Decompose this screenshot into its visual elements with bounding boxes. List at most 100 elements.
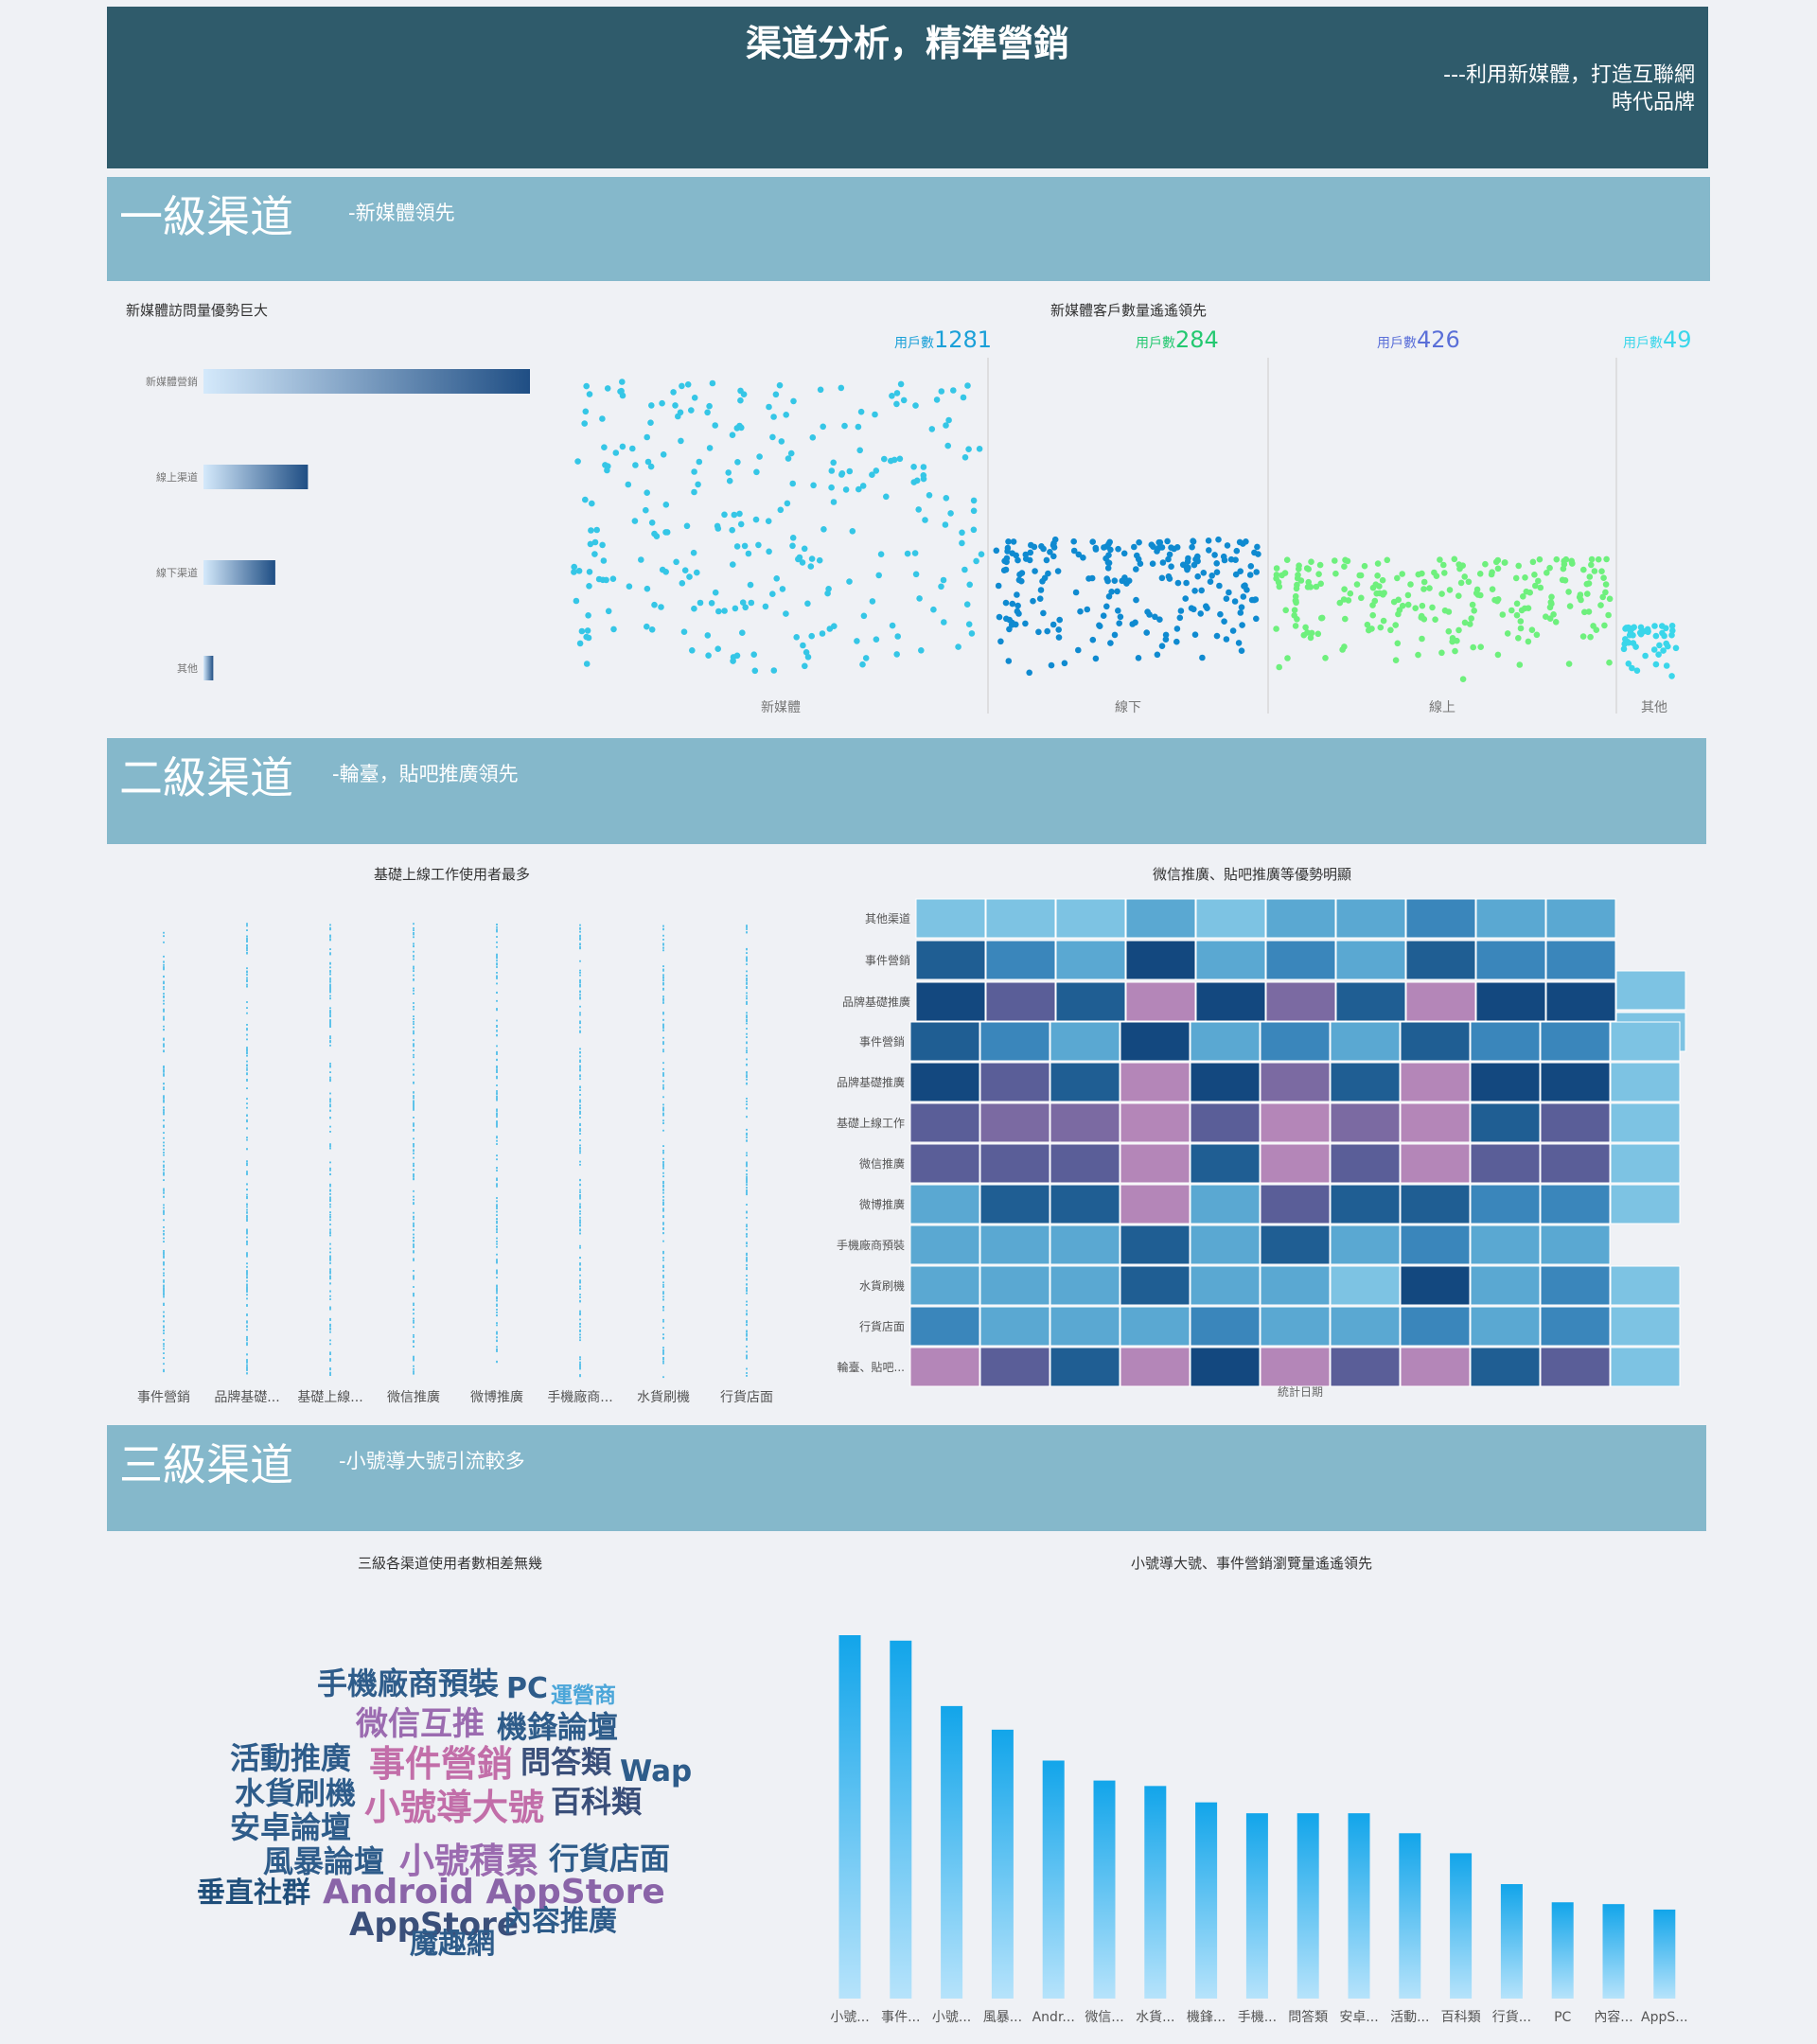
heatmap-cell bbox=[1120, 1265, 1191, 1306]
bar bbox=[1500, 1884, 1523, 1999]
strip-point bbox=[163, 1068, 165, 1071]
scatter-point bbox=[1395, 610, 1402, 618]
strip-point bbox=[579, 1195, 581, 1198]
strip-point bbox=[413, 987, 415, 990]
strip-point bbox=[746, 1264, 748, 1266]
strip-point bbox=[329, 961, 331, 964]
scatter-point bbox=[801, 545, 808, 553]
scatter-point bbox=[787, 449, 795, 457]
scatter-point bbox=[1279, 572, 1285, 579]
strip-point bbox=[579, 1312, 581, 1314]
scatter-point bbox=[1663, 662, 1670, 669]
heatmap-cell bbox=[1405, 898, 1476, 939]
scatter-point bbox=[638, 556, 644, 563]
strip-point bbox=[579, 937, 581, 940]
strip-point bbox=[662, 946, 664, 949]
scatter-point bbox=[1390, 598, 1398, 606]
strip-point bbox=[579, 978, 581, 981]
scatter-point bbox=[1591, 568, 1598, 574]
scatter-point bbox=[1404, 601, 1412, 608]
scatter-point bbox=[1075, 646, 1082, 654]
strip-point bbox=[329, 1259, 331, 1261]
heatmap-cell bbox=[985, 940, 1056, 980]
strip-point bbox=[329, 1079, 331, 1082]
scatter-point bbox=[736, 510, 743, 518]
scatter-point bbox=[714, 525, 722, 532]
heatmap-cell bbox=[1400, 1021, 1471, 1062]
strip-point bbox=[329, 977, 331, 979]
strip-point bbox=[579, 1152, 581, 1154]
strip-point bbox=[579, 1300, 581, 1303]
strip-point bbox=[496, 1206, 498, 1208]
strip-point bbox=[746, 970, 748, 973]
strip-point bbox=[662, 949, 664, 952]
scatter-point bbox=[1407, 581, 1414, 588]
section-subtitle: -小號導大號引流較多 bbox=[339, 1450, 525, 1472]
bar-category-label: 行貨... bbox=[1492, 2009, 1531, 2025]
strip-point bbox=[413, 1236, 415, 1239]
strip-point bbox=[413, 966, 415, 968]
strip-point bbox=[746, 958, 748, 960]
scatter-point bbox=[618, 387, 625, 395]
heatmap-cell bbox=[909, 1306, 980, 1347]
bar bbox=[1093, 1780, 1116, 1999]
strip-point bbox=[746, 1350, 748, 1353]
strip-point bbox=[413, 1100, 415, 1102]
scatter-point bbox=[571, 563, 577, 571]
strip-point bbox=[662, 1152, 664, 1154]
scatter-point bbox=[869, 471, 875, 478]
strip-point bbox=[579, 1069, 581, 1072]
strip-point bbox=[662, 1195, 664, 1198]
scatter-point bbox=[752, 516, 760, 523]
strip-point bbox=[413, 1150, 415, 1153]
strip-point bbox=[163, 1125, 165, 1127]
scatter-point bbox=[737, 396, 744, 404]
strip-point bbox=[746, 926, 748, 928]
strip-point bbox=[662, 988, 664, 991]
scatter-point bbox=[1070, 547, 1078, 555]
strip-point bbox=[496, 1348, 498, 1350]
scatter-point bbox=[1191, 588, 1198, 594]
heatmap-cell bbox=[979, 1143, 1050, 1184]
strip-point bbox=[662, 1277, 664, 1278]
strip-point bbox=[746, 997, 748, 1000]
strip-point bbox=[662, 1012, 664, 1013]
strip-point bbox=[329, 1224, 331, 1225]
scatter-point bbox=[1013, 552, 1019, 559]
scatter-point bbox=[1089, 538, 1096, 545]
strip-point bbox=[246, 1274, 248, 1276]
scatter-point bbox=[604, 385, 611, 392]
strip-point bbox=[163, 996, 165, 998]
strip-point bbox=[496, 1026, 498, 1028]
strip-point bbox=[662, 1228, 664, 1230]
strip-point bbox=[246, 1279, 248, 1282]
scatter-point bbox=[1005, 658, 1013, 664]
heatmap-cell bbox=[1540, 1021, 1611, 1062]
bar bbox=[1042, 1760, 1065, 1999]
strip-point bbox=[163, 1038, 165, 1041]
strip-point bbox=[163, 1272, 165, 1275]
strip-point bbox=[329, 1282, 331, 1285]
strip-point bbox=[662, 1204, 664, 1206]
strip-point bbox=[246, 1087, 248, 1089]
strip-point bbox=[413, 945, 415, 948]
strip-point bbox=[329, 1298, 331, 1300]
scatter-point bbox=[721, 511, 728, 519]
scatter-point bbox=[1176, 614, 1184, 622]
heatmap-cell bbox=[1475, 940, 1546, 980]
strip-point bbox=[579, 1228, 581, 1231]
strip-point bbox=[246, 1262, 248, 1265]
strip-point bbox=[579, 946, 581, 948]
strip-point bbox=[579, 1225, 581, 1227]
strip-point bbox=[746, 992, 748, 995]
heatmap-cell bbox=[1610, 1347, 1681, 1387]
scatter-point bbox=[912, 571, 920, 578]
strip-point bbox=[329, 1037, 331, 1040]
strip-point bbox=[329, 1080, 331, 1083]
scatter-point bbox=[897, 380, 905, 388]
strip-point bbox=[496, 945, 498, 948]
scatter-point bbox=[1441, 570, 1448, 576]
strip-point bbox=[246, 1372, 248, 1375]
scatter-point bbox=[591, 551, 598, 557]
strip-point bbox=[246, 1072, 248, 1075]
